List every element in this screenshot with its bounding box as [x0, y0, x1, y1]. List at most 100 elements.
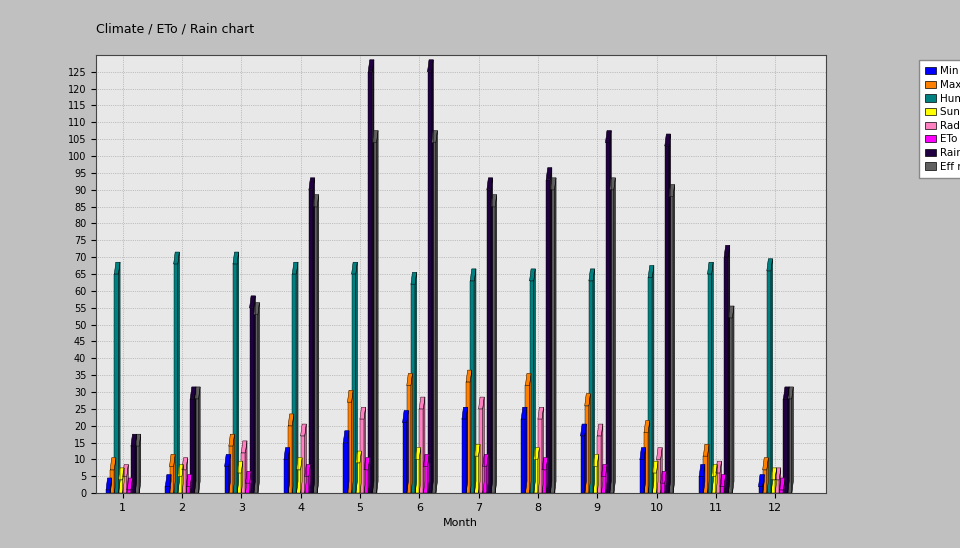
Polygon shape [170, 454, 175, 466]
Polygon shape [467, 370, 471, 382]
Polygon shape [525, 407, 527, 493]
Polygon shape [708, 262, 713, 274]
Polygon shape [420, 397, 425, 409]
Polygon shape [351, 390, 353, 493]
Bar [724, 257, 729, 493]
Bar [729, 318, 732, 493]
Polygon shape [483, 397, 484, 493]
Bar [653, 473, 657, 493]
Polygon shape [246, 441, 247, 493]
Bar [407, 385, 411, 493]
Polygon shape [131, 434, 136, 446]
Polygon shape [139, 434, 141, 493]
Bar [585, 406, 588, 493]
Polygon shape [644, 421, 650, 432]
Polygon shape [356, 451, 362, 463]
Polygon shape [771, 468, 777, 480]
Bar [767, 271, 771, 493]
Polygon shape [225, 454, 230, 466]
Polygon shape [708, 444, 709, 493]
Bar [657, 459, 660, 493]
Bar [610, 190, 613, 493]
Bar [114, 274, 118, 493]
Polygon shape [530, 374, 531, 493]
Polygon shape [521, 407, 527, 419]
Polygon shape [660, 471, 666, 483]
Polygon shape [669, 185, 675, 196]
Bar [165, 487, 170, 493]
Polygon shape [550, 178, 556, 190]
Bar [351, 274, 356, 493]
Bar [246, 483, 250, 493]
Polygon shape [729, 246, 730, 493]
Polygon shape [186, 475, 192, 487]
Polygon shape [720, 461, 722, 493]
Bar [288, 426, 293, 493]
Bar [704, 456, 708, 493]
Polygon shape [233, 434, 234, 493]
Polygon shape [792, 387, 793, 493]
Bar [402, 423, 407, 493]
Polygon shape [436, 130, 438, 493]
Bar [228, 446, 233, 493]
Polygon shape [174, 252, 180, 264]
Bar [479, 409, 483, 493]
Polygon shape [546, 458, 548, 493]
Bar [593, 466, 597, 493]
Polygon shape [462, 407, 468, 419]
Bar [344, 443, 348, 493]
Polygon shape [585, 393, 590, 406]
Bar [411, 284, 415, 493]
Polygon shape [673, 185, 675, 493]
Polygon shape [228, 454, 230, 493]
Bar [250, 308, 253, 493]
Polygon shape [114, 262, 120, 274]
Polygon shape [610, 178, 615, 190]
Bar [474, 456, 479, 493]
Polygon shape [610, 130, 612, 493]
Polygon shape [606, 465, 607, 493]
Polygon shape [732, 306, 734, 493]
Bar [415, 459, 420, 493]
Polygon shape [304, 424, 306, 493]
Bar [253, 315, 258, 493]
Polygon shape [199, 387, 200, 493]
Polygon shape [711, 262, 713, 493]
Bar [233, 264, 237, 493]
Bar [648, 277, 653, 493]
Polygon shape [538, 407, 543, 419]
Polygon shape [423, 397, 425, 493]
Bar [300, 436, 304, 493]
Polygon shape [297, 262, 298, 493]
Bar [364, 470, 369, 493]
Bar [542, 470, 546, 493]
Polygon shape [348, 431, 349, 493]
Polygon shape [118, 262, 120, 493]
Polygon shape [601, 465, 607, 476]
Bar [546, 180, 550, 493]
Polygon shape [423, 454, 429, 466]
Bar [186, 487, 190, 493]
Polygon shape [364, 407, 366, 493]
Polygon shape [593, 454, 599, 466]
Bar [534, 459, 538, 493]
Polygon shape [787, 387, 789, 493]
Polygon shape [657, 448, 662, 459]
Polygon shape [729, 306, 734, 318]
Polygon shape [525, 374, 531, 385]
Polygon shape [123, 468, 124, 493]
Bar [309, 190, 313, 493]
Bar [483, 466, 487, 493]
Polygon shape [763, 458, 768, 470]
Polygon shape [182, 465, 183, 493]
Polygon shape [581, 424, 587, 436]
Bar [780, 490, 783, 493]
Polygon shape [771, 259, 773, 493]
Polygon shape [640, 448, 645, 459]
Polygon shape [241, 461, 243, 493]
Polygon shape [483, 454, 489, 466]
Polygon shape [195, 387, 200, 399]
Polygon shape [246, 471, 252, 483]
Polygon shape [783, 478, 785, 493]
Polygon shape [474, 269, 476, 493]
